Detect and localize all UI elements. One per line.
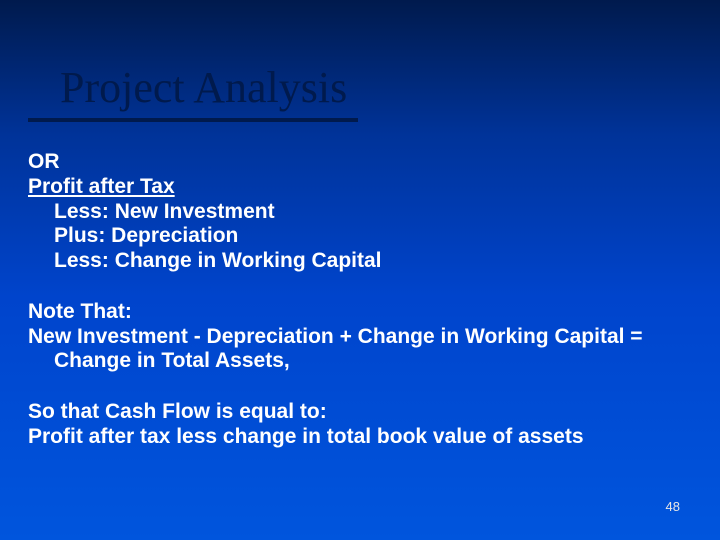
- line-so-that: So that Cash Flow is equal to:: [28, 400, 692, 425]
- line-note-that: Note That:: [28, 300, 692, 325]
- line-less-new-investment: Less: New Investment: [28, 200, 692, 225]
- slide-title: Project Analysis: [60, 62, 347, 113]
- line-profit-after-tax: Profit after Tax: [28, 175, 692, 200]
- line-less-change-wc: Less: Change in Working Capital: [28, 249, 692, 274]
- formula-block: OR Profit after Tax Less: New Investment…: [28, 150, 692, 274]
- conclusion-block: So that Cash Flow is equal to: Profit af…: [28, 400, 692, 450]
- slide-body: OR Profit after Tax Less: New Investment…: [28, 150, 692, 450]
- line-note-body: New Investment - Depreciation + Change i…: [28, 325, 692, 375]
- line-conclusion: Profit after tax less change in total bo…: [28, 425, 692, 450]
- line-or: OR: [28, 150, 692, 175]
- title-underline: [28, 118, 358, 122]
- note-block: Note That: New Investment - Depreciation…: [28, 300, 692, 374]
- page-number: 48: [666, 499, 680, 514]
- note-body-text: New Investment - Depreciation + Change i…: [28, 325, 692, 375]
- line-plus-depreciation: Plus: Depreciation: [28, 224, 692, 249]
